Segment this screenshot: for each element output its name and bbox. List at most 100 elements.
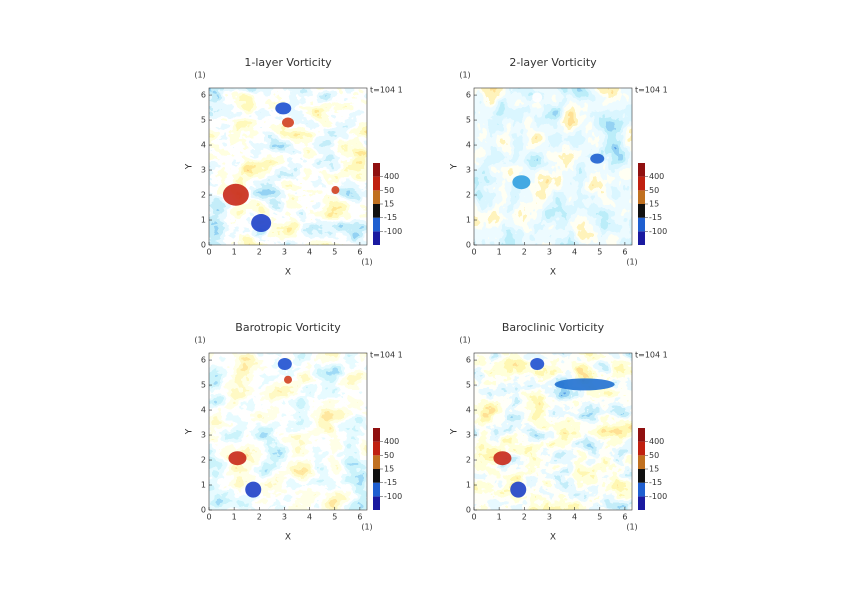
colorbar-segment bbox=[638, 190, 645, 204]
vortex bbox=[532, 92, 543, 103]
y-tick-label: 0 bbox=[466, 506, 471, 515]
colorbar-tick-label: 50 bbox=[384, 451, 394, 460]
x-tick-label: 4 bbox=[572, 248, 577, 257]
x-tick-label: 6 bbox=[357, 513, 362, 522]
y-tick-label: 2 bbox=[201, 191, 206, 200]
x-axis-label: X bbox=[285, 268, 291, 278]
y-tick-label: 2 bbox=[201, 456, 206, 465]
colorbar-tick-label: 400 bbox=[649, 172, 664, 181]
vorticity-field bbox=[474, 353, 632, 510]
colorbar-segment bbox=[638, 204, 645, 218]
colorbar-segment bbox=[373, 428, 380, 442]
vortex bbox=[284, 375, 292, 384]
y-axis-label: Y bbox=[185, 163, 195, 170]
colorbar-tick-label: 50 bbox=[649, 451, 659, 460]
y-axis-label: Y bbox=[450, 163, 460, 170]
y-tick-label: 1 bbox=[201, 216, 206, 225]
plot-frame bbox=[473, 87, 633, 246]
y-tick-label: 6 bbox=[201, 356, 206, 365]
vortex bbox=[554, 378, 615, 391]
y-tick-label: 3 bbox=[466, 166, 471, 175]
x-tick-label: 2 bbox=[522, 248, 527, 257]
y-tick-label: 1 bbox=[201, 481, 206, 490]
x-tick-label: 3 bbox=[282, 513, 287, 522]
y-unit: (1) bbox=[194, 336, 205, 345]
colorbar-segment bbox=[638, 217, 645, 232]
colorbar-tick-label: 400 bbox=[649, 437, 664, 446]
colorbar-tick-label: -100 bbox=[649, 492, 667, 501]
colorbar-segment bbox=[638, 455, 645, 469]
colorbar-segment bbox=[373, 455, 380, 469]
colorbar-segment bbox=[638, 441, 645, 456]
colorbar-tick-label: 50 bbox=[649, 186, 659, 195]
colorbar-tick-label: -15 bbox=[649, 478, 662, 487]
colorbar-segment bbox=[638, 176, 645, 191]
x-tick-label: 5 bbox=[597, 248, 602, 257]
y-axis-label: Y bbox=[185, 428, 195, 435]
colorbar-tick-label: 400 bbox=[384, 172, 399, 181]
vortex bbox=[222, 183, 249, 206]
vortex bbox=[251, 214, 272, 233]
colorbar-segment bbox=[373, 163, 380, 177]
x-tick-label: 4 bbox=[307, 513, 312, 522]
panel-title: 1-layer Vorticity bbox=[244, 56, 332, 69]
x-tick-label: 4 bbox=[572, 513, 577, 522]
y-tick-label: 1 bbox=[466, 216, 471, 225]
colorbar-segment bbox=[638, 469, 645, 483]
y-unit: (1) bbox=[459, 336, 470, 345]
y-tick-label: 1 bbox=[466, 481, 471, 490]
annotation: t=104 1 bbox=[370, 86, 403, 95]
colorbar-segment bbox=[373, 231, 380, 245]
panel: 2-layer Vorticity (1) (1) t=104 1 X Y 0 1 2 3 4 5 6 0… bbox=[450, 56, 668, 278]
panel-title: Barotropic Vorticity bbox=[235, 321, 341, 334]
x-tick-label: 0 bbox=[206, 248, 211, 257]
vortex bbox=[275, 102, 292, 115]
x-tick-label: 0 bbox=[471, 248, 476, 257]
colorbar-tick-label: -100 bbox=[384, 227, 402, 236]
plot-frame bbox=[208, 352, 368, 511]
x-tick-label: 3 bbox=[547, 248, 552, 257]
colorbar-segment bbox=[373, 496, 380, 510]
colorbar-segment bbox=[373, 176, 380, 191]
x-tick-label: 6 bbox=[622, 513, 627, 522]
x-tick-label: 2 bbox=[257, 248, 262, 257]
colorbar-segment bbox=[373, 204, 380, 218]
y-tick-label: 3 bbox=[201, 166, 206, 175]
vortex bbox=[331, 186, 340, 195]
vortex bbox=[228, 451, 247, 466]
colorbar-segment bbox=[373, 482, 380, 497]
y-axis-label: Y bbox=[450, 428, 460, 435]
vorticity-field bbox=[474, 88, 632, 245]
colorbar-segment bbox=[373, 469, 380, 483]
x-tick-label: 5 bbox=[332, 513, 337, 522]
y-tick-label: 0 bbox=[201, 506, 206, 515]
y-tick-label: 3 bbox=[201, 431, 206, 440]
plot-frame bbox=[473, 352, 633, 511]
vortex bbox=[282, 117, 294, 128]
y-tick-label: 6 bbox=[201, 91, 206, 100]
x-tick-label: 1 bbox=[497, 513, 502, 522]
y-tick-label: 4 bbox=[201, 141, 206, 150]
x-tick-label: 1 bbox=[497, 248, 502, 257]
y-tick-label: 5 bbox=[466, 381, 471, 390]
vorticity-field bbox=[209, 88, 367, 245]
panel-title: Baroclinic Vorticity bbox=[502, 321, 605, 334]
x-tick-label: 6 bbox=[357, 248, 362, 257]
colorbar-segment bbox=[638, 428, 645, 442]
y-tick-label: 0 bbox=[466, 241, 471, 250]
y-tick-label: 3 bbox=[466, 431, 471, 440]
x-tick-label: 3 bbox=[282, 248, 287, 257]
y-tick-label: 4 bbox=[466, 406, 471, 415]
x-unit: (1) bbox=[361, 258, 372, 267]
x-tick-label: 3 bbox=[547, 513, 552, 522]
x-tick-label: 5 bbox=[597, 513, 602, 522]
colorbar-segment bbox=[373, 441, 380, 456]
x-unit: (1) bbox=[626, 258, 637, 267]
y-tick-label: 4 bbox=[466, 141, 471, 150]
annotation: t=104 1 bbox=[635, 86, 668, 95]
colorbar-tick-label: -15 bbox=[649, 213, 662, 222]
colorbar-segment bbox=[638, 482, 645, 497]
vortex bbox=[510, 481, 527, 498]
y-tick-label: 5 bbox=[466, 116, 471, 125]
annotation: t=104 1 bbox=[370, 351, 403, 360]
